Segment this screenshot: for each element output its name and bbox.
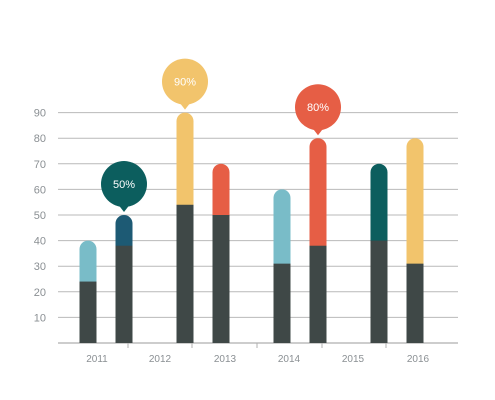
callout-bubble [162, 58, 208, 105]
y-tick-label: 20 [34, 287, 46, 299]
y-tick-label: 10 [34, 312, 46, 324]
bar-base-segment [115, 245, 133, 343]
x-tick-label: 2013 [214, 354, 237, 365]
callout-bubble [101, 161, 147, 207]
y-tick-label: 80 [34, 133, 46, 145]
callout-bubble [295, 84, 341, 131]
bar-base-segment [309, 245, 327, 343]
callout-label: 80% [307, 102, 329, 114]
y-tick-label: 90 [34, 108, 46, 120]
y-tick-label: 60 [34, 184, 46, 196]
callout-pointer [311, 126, 325, 136]
bar-base-segment [176, 204, 194, 343]
callout-pointer [178, 100, 192, 110]
y-tick-label: 50 [34, 210, 46, 222]
callout-label: 50% [113, 179, 135, 191]
callout-label: 90% [174, 77, 196, 89]
x-tick-label: 2012 [149, 354, 172, 365]
x-tick-label: 2014 [278, 354, 301, 365]
bar-base-segment [212, 215, 230, 343]
bar-base-segment [406, 263, 424, 343]
x-tick-label: 2011 [86, 354, 108, 365]
x-tick-label: 2015 [342, 354, 365, 365]
x-tick-label: 2016 [407, 354, 430, 365]
callout-pointer [117, 203, 131, 212]
bar-base-segment [370, 240, 388, 343]
bar-base-segment [273, 263, 291, 343]
y-tick-label: 30 [34, 261, 46, 273]
y-tick-label: 40 [34, 236, 46, 248]
y-tick-label: 70 [34, 159, 46, 171]
bar-base-segment [79, 281, 97, 343]
